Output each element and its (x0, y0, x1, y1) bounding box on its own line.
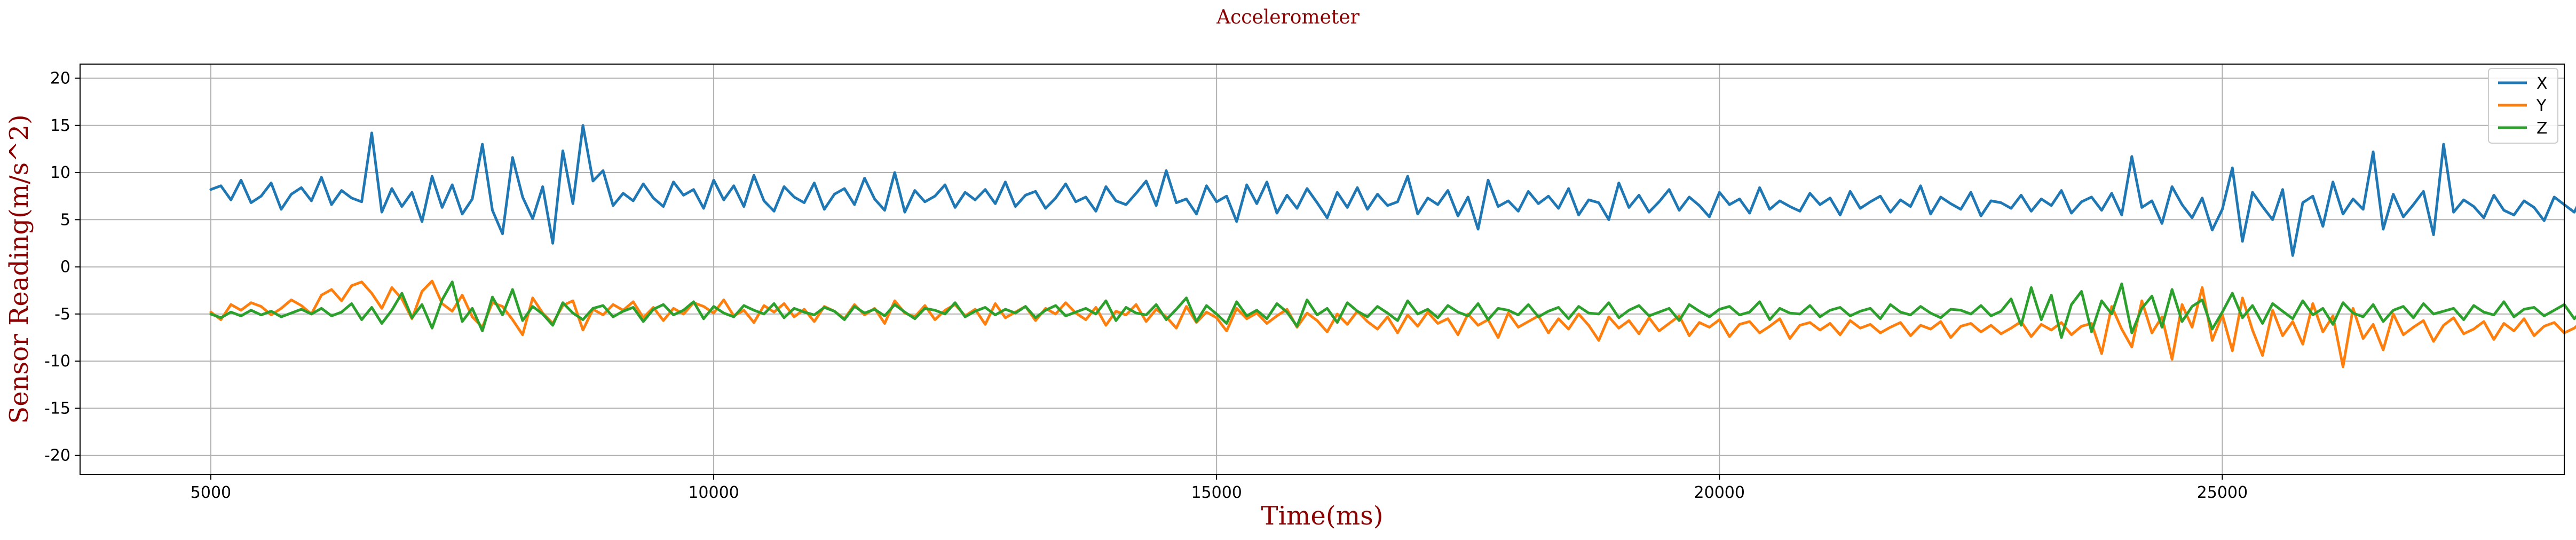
y-tick-label: -5 (54, 305, 70, 324)
y-tick-label: -10 (44, 352, 70, 371)
series-line-z (209, 280, 2576, 339)
y-axis-label: Sensor Reading(m/s^2) (4, 114, 34, 424)
series-layer (209, 124, 2576, 369)
y-tick-label: 15 (50, 116, 70, 135)
legend-label-z: Z (2537, 119, 2548, 138)
x-tick-label: 20000 (1694, 483, 1745, 502)
y-tick-label: -20 (44, 447, 70, 465)
y-tick-label: 0 (60, 258, 70, 277)
legend-label-y: Y (2536, 97, 2547, 115)
y-tick-label: 20 (50, 69, 70, 88)
series-line-x (209, 124, 2576, 257)
x-tick-label: 15000 (1191, 483, 1242, 502)
y-tick-label: 10 (50, 163, 70, 182)
x-tick-label: 5000 (191, 483, 231, 502)
x-axis-label: Time(ms) (1261, 501, 1384, 531)
legend-label-x: X (2537, 74, 2548, 93)
grid-layer (80, 64, 2564, 474)
x-tick-label: 25000 (2197, 483, 2248, 502)
x-tick-label: 10000 (688, 483, 739, 502)
plot-frame (80, 64, 2565, 475)
y-tick-label: -15 (44, 399, 70, 418)
chart-title: Accelerometer (1216, 6, 1360, 28)
legend: X Y Z (2488, 68, 2558, 144)
series-line-y (209, 279, 2576, 369)
y-tick-label: 5 (60, 210, 70, 229)
tick-layer: 5000 10000 15000 20000 25000 -20 -15 -10 -5 0 5 10 1… (44, 69, 2248, 502)
